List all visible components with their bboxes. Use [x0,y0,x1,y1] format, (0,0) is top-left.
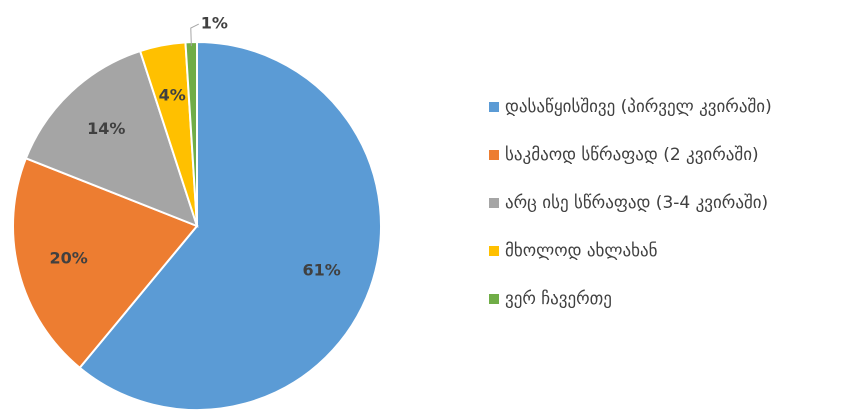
legend-label: საკმაოდ სწრაფად (2 კვირაში) [505,145,759,165]
pie-slice [12,156,199,370]
value-label: 20% [50,248,88,267]
legend-swatch [489,294,499,304]
value-label: 14% [87,119,125,138]
value-label: 4% [159,85,186,104]
value-label: 61% [302,260,340,279]
legend-swatch [489,198,499,208]
legend-label: არც ისე სწრაფად (3-4 კვირაში) [505,193,768,213]
legend-swatch [489,150,499,160]
leader-line [190,23,200,47]
legend-label: დასაწყისშივე (პირველ კვირაში) [505,97,772,117]
value-label: 1% [201,14,228,33]
legend-label: მხოლოდ ახლახან [505,241,658,261]
legend-swatch [489,102,499,112]
legend-label: ვერ ჩავერთე [505,289,612,309]
legend-swatch [489,246,499,256]
pie-slice [78,40,382,411]
